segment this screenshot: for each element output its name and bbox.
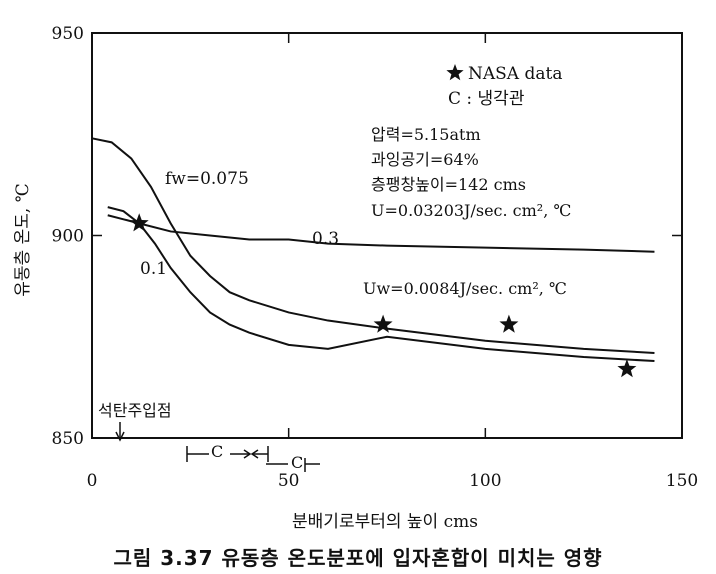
figure-caption: 그림 3.37 유동층 온도분포에 입자혼합이 미치는 영향 <box>113 546 603 570</box>
cooler-label-1: C <box>211 442 223 461</box>
x-tick-label: 0 <box>87 471 98 491</box>
y-tick-label: 850 <box>52 429 84 449</box>
label-0-3: 0.3 <box>312 229 339 249</box>
bed-height-text: 층팽창높이=142 cms <box>371 175 526 194</box>
y-axis-title: 유동층 온도, ℃ <box>13 183 33 296</box>
nasa-data-star <box>617 359 637 378</box>
annotations: fw=0.075 0.1 0.3 NASA data C : 냉각관 압력=5.… <box>13 64 571 532</box>
label-0-1: 0.1 <box>140 259 167 279</box>
legend-cooler-text: C : 냉각관 <box>448 89 524 109</box>
x-tick-label: 50 <box>278 471 300 491</box>
u-value-text: U=0.03203J/sec. cm², ℃ <box>371 201 571 220</box>
nasa-data-points <box>129 213 637 378</box>
coal-feed-label: 석탄주입점 <box>98 401 172 420</box>
legend-and-markers <box>115 64 464 472</box>
x-axis-title: 분배기로부터의 높이 cms <box>292 512 478 532</box>
coal-feed-arrow <box>115 431 125 442</box>
pressure-text: 압력=5.15atm <box>371 125 481 144</box>
x-tick-label: 100 <box>469 471 501 491</box>
excess-air-text: 과잉공기=64% <box>371 150 479 169</box>
series-line-3 <box>107 214 655 253</box>
series-line-1 <box>91 137 655 354</box>
nasa-data-star <box>373 314 393 333</box>
axes: 0 50 100 150 850 900 950 <box>52 24 699 491</box>
cooler-label-2: C <box>291 453 303 472</box>
y-tick-label: 950 <box>52 24 84 44</box>
cooler-bracket-1 <box>186 446 269 462</box>
fw-label: fw=0.075 <box>165 169 249 189</box>
uw-value-text: Uw=0.0084J/sec. cm², ℃ <box>363 279 567 298</box>
x-tick-label: 150 <box>666 471 698 491</box>
cooler-bracket-2 <box>266 458 320 472</box>
y-tick-label: 900 <box>52 227 84 247</box>
nasa-data-star <box>129 213 149 232</box>
legend-nasa-text: NASA data <box>468 64 562 84</box>
legend-star-icon <box>446 64 464 81</box>
plot-frame <box>91 32 683 439</box>
nasa-data-star <box>499 314 519 333</box>
